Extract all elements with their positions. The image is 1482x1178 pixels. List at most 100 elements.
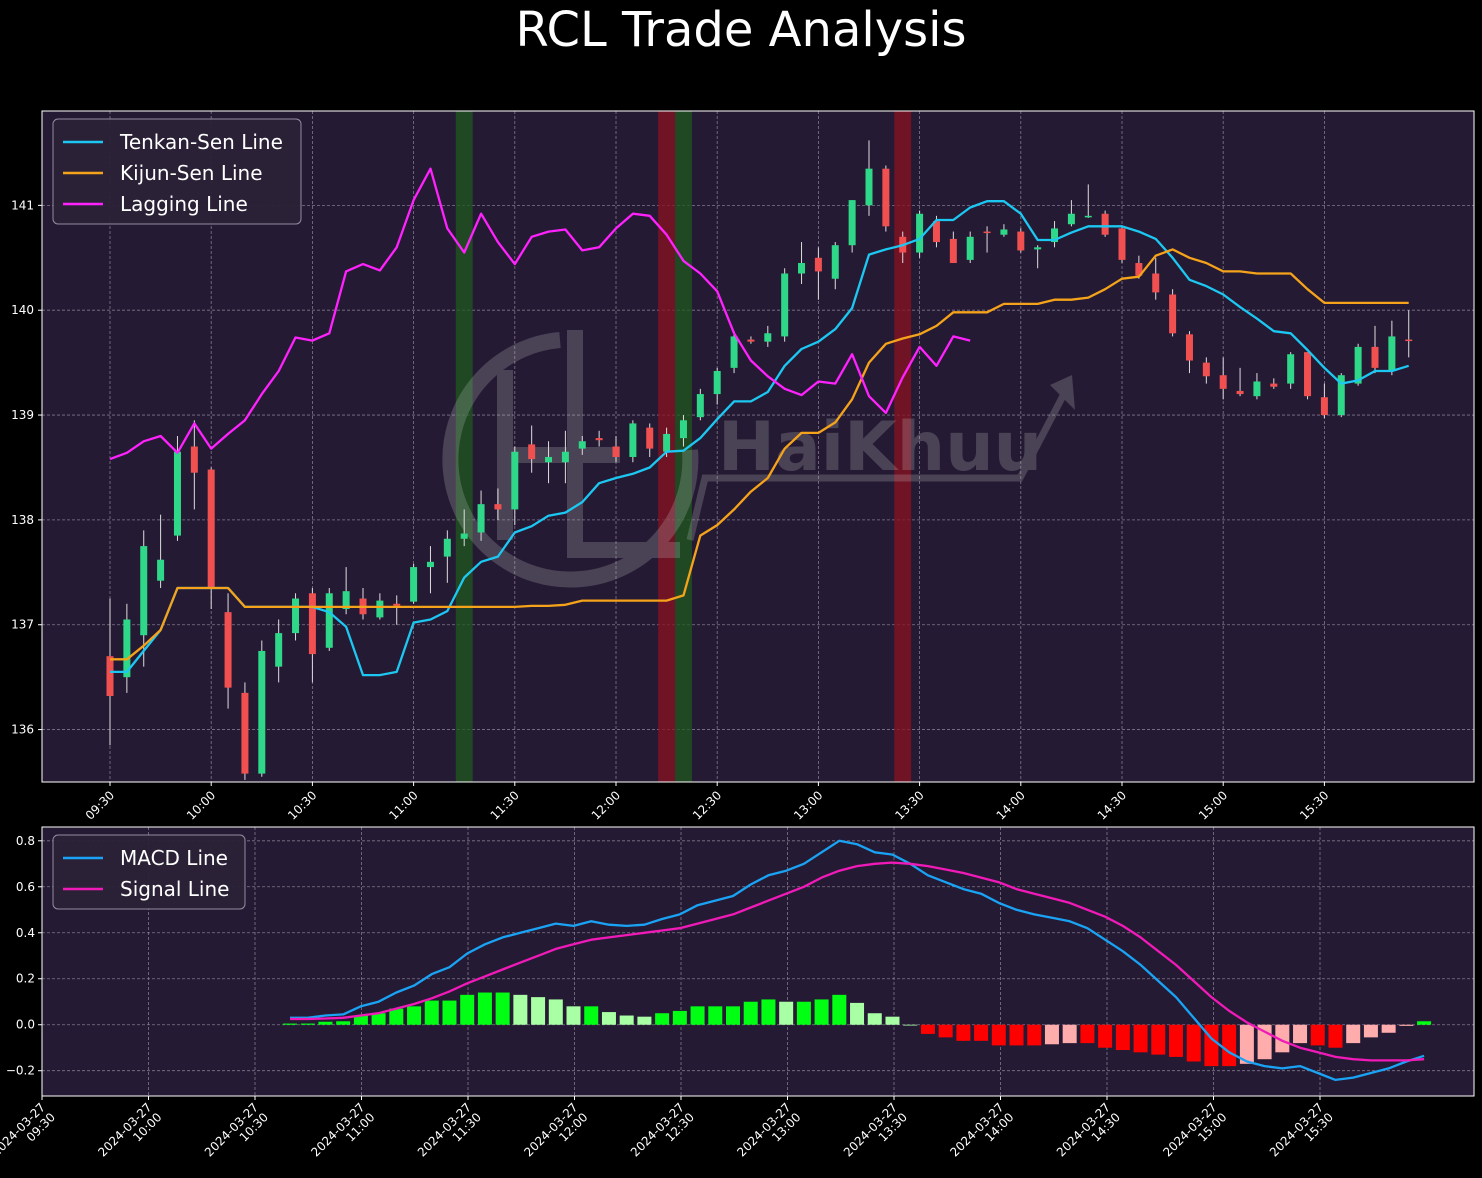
candle-body bbox=[528, 444, 536, 460]
candle-body bbox=[173, 451, 181, 536]
candle-body bbox=[410, 567, 418, 602]
candle-body bbox=[157, 559, 165, 581]
price-x-tick-label: 15:30 bbox=[1297, 788, 1331, 822]
candle bbox=[1270, 378, 1278, 389]
macd-histogram-bar bbox=[991, 1024, 1006, 1046]
price-x-tick-label: 09:30 bbox=[83, 788, 117, 822]
macd-histogram-bar bbox=[1381, 1024, 1396, 1033]
candle-body bbox=[1304, 352, 1312, 397]
candle bbox=[1253, 373, 1261, 400]
macd-histogram-bar bbox=[956, 1024, 971, 1041]
candle-body bbox=[663, 433, 671, 452]
price-x-tick-label: 13:00 bbox=[791, 788, 825, 822]
macd-histogram-bar bbox=[1115, 1024, 1130, 1051]
legend-box bbox=[52, 834, 246, 910]
candle bbox=[983, 226, 991, 253]
candle-body bbox=[1388, 336, 1396, 372]
candle bbox=[1388, 320, 1396, 376]
legend: Tenkan-Sen Line Kijun-Sen Line Lagging Lin… bbox=[52, 118, 302, 225]
price-x-axis: 09:30 10:00 10:30 11:00 11:30 12:00 12:30 13:00… bbox=[83, 782, 1332, 823]
candle bbox=[646, 423, 654, 457]
candle bbox=[561, 430, 569, 484]
candle-body bbox=[1118, 228, 1126, 260]
macd-histogram-bar bbox=[743, 1001, 758, 1025]
candle-body bbox=[477, 504, 485, 533]
candle-body bbox=[1051, 228, 1059, 243]
price-y-tick-label: 140 bbox=[11, 303, 34, 317]
candle-body bbox=[140, 546, 148, 636]
macd-histogram-bar bbox=[584, 1006, 599, 1025]
candle-body bbox=[292, 598, 300, 634]
macd-histogram-bar bbox=[531, 997, 546, 1025]
candle bbox=[258, 640, 266, 777]
macd-histogram-bar bbox=[920, 1024, 935, 1034]
price-x-tick-label: 14:30 bbox=[1095, 788, 1129, 822]
macd-grid bbox=[41, 827, 1474, 1096]
candle bbox=[1354, 343, 1362, 386]
candle-body bbox=[1135, 263, 1143, 276]
candle bbox=[1236, 367, 1244, 397]
watermark-ring bbox=[442, 332, 699, 588]
candle-body bbox=[1152, 273, 1160, 293]
candle-body bbox=[308, 593, 316, 655]
macd-histogram-bar bbox=[460, 994, 475, 1025]
price-x-tick-label: 11:00 bbox=[386, 788, 420, 822]
price-x-tick-label: 11:30 bbox=[488, 788, 522, 822]
candle bbox=[157, 514, 165, 589]
candle bbox=[460, 509, 468, 547]
candle bbox=[865, 140, 873, 216]
candle-body bbox=[1320, 397, 1328, 416]
macd-histogram-bar bbox=[1346, 1024, 1361, 1044]
candle-body bbox=[325, 593, 333, 648]
candle-body bbox=[831, 245, 839, 279]
candle-body bbox=[224, 612, 232, 688]
macd-histogram-bar bbox=[1417, 1021, 1432, 1025]
candle-body bbox=[258, 650, 266, 774]
price-y-axis: 136 137 138 139 140 141 bbox=[11, 198, 42, 737]
candle bbox=[545, 441, 553, 484]
macd-histogram-bar bbox=[779, 1001, 794, 1025]
candle-body bbox=[426, 561, 434, 568]
signal-line bbox=[290, 861, 1425, 1062]
price-y-tick-label: 136 bbox=[11, 723, 34, 737]
macd-histogram-bar bbox=[1098, 1024, 1113, 1048]
macd-histogram-bar bbox=[903, 1024, 918, 1026]
macd-histogram-bar bbox=[424, 1000, 439, 1025]
macd-histogram-bar bbox=[353, 1015, 368, 1025]
candle bbox=[781, 268, 789, 342]
candle-body bbox=[1371, 346, 1379, 368]
price-x-tick-label: 15:00 bbox=[1196, 788, 1230, 822]
haikhuu-watermark-logo: HaiKhuu bbox=[442, 330, 1075, 588]
macd-histogram-bar bbox=[389, 1008, 404, 1025]
candle bbox=[308, 588, 316, 683]
candle bbox=[292, 593, 300, 641]
candle-body bbox=[393, 603, 401, 606]
watermark-text: HaiKhuu bbox=[718, 408, 1042, 487]
candle bbox=[426, 546, 434, 594]
candle-body bbox=[1017, 231, 1025, 251]
candles bbox=[106, 140, 1413, 780]
candle bbox=[1320, 383, 1328, 419]
candle-body bbox=[1084, 215, 1092, 218]
macd-histogram-bar bbox=[1239, 1024, 1254, 1064]
macd-histogram-bar bbox=[1399, 1024, 1414, 1026]
candle bbox=[1287, 352, 1295, 389]
candle bbox=[1219, 357, 1227, 400]
candle bbox=[140, 530, 148, 667]
macd-histogram-bar bbox=[1080, 1024, 1095, 1044]
candle-body bbox=[190, 446, 198, 473]
candle bbox=[798, 242, 806, 284]
candle-body bbox=[1253, 381, 1261, 397]
candle bbox=[966, 231, 974, 264]
candle bbox=[1000, 224, 1008, 237]
candle-body bbox=[443, 538, 451, 557]
price-x-tick-label: 12:30 bbox=[690, 788, 724, 822]
macd-histogram-bar bbox=[336, 1021, 351, 1025]
macd-histogram-bar bbox=[1222, 1024, 1237, 1067]
macd-histogram-bar bbox=[442, 1000, 457, 1025]
